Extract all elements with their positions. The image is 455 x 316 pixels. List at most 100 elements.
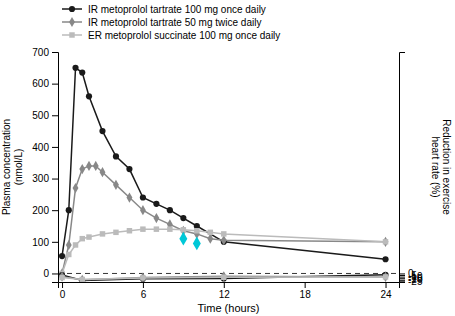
tick: 6 xyxy=(141,282,147,300)
tick-label: 18 xyxy=(300,289,312,300)
tick: 500 xyxy=(32,110,58,121)
tick: 200 xyxy=(32,205,58,216)
legend-swatch-marker xyxy=(69,6,75,12)
tick: 0 xyxy=(43,268,58,279)
axis-line xyxy=(52,53,59,283)
tick-mark xyxy=(52,242,58,243)
point xyxy=(79,164,85,174)
point xyxy=(66,207,72,213)
y2-axis: -25-20-15-10-50 xyxy=(399,53,423,288)
tick-mark xyxy=(52,273,58,274)
point xyxy=(140,272,146,282)
point xyxy=(73,183,79,193)
series xyxy=(59,161,388,279)
tick-mark xyxy=(62,282,63,288)
point xyxy=(153,201,159,207)
point xyxy=(221,275,226,280)
point xyxy=(140,194,146,200)
tick-mark xyxy=(143,282,144,288)
point xyxy=(208,230,213,235)
point xyxy=(207,234,213,244)
point xyxy=(383,237,389,247)
y2-axis-title: Reduction in exerciseheart rate (%) xyxy=(430,119,453,215)
point xyxy=(79,275,85,282)
divider-line xyxy=(58,273,399,274)
point xyxy=(140,205,146,215)
tick-label: 300 xyxy=(32,173,49,184)
tick-mark xyxy=(52,115,58,116)
point xyxy=(179,232,187,246)
tick-label: 0 xyxy=(408,268,414,279)
x-axis-title: Time (hours) xyxy=(198,302,260,314)
point xyxy=(181,227,186,232)
tick-mark xyxy=(52,147,58,148)
tick-mark xyxy=(399,278,405,279)
tick: 0 xyxy=(399,268,414,279)
point xyxy=(113,230,118,235)
point xyxy=(59,272,65,282)
point xyxy=(167,207,173,213)
point xyxy=(221,235,227,245)
tick-mark xyxy=(399,275,405,276)
tick: 12 xyxy=(219,282,231,300)
tick-mark xyxy=(224,282,225,288)
tick-mark xyxy=(52,210,58,211)
point xyxy=(383,239,388,244)
series xyxy=(59,226,388,276)
tick-label: 0 xyxy=(43,268,49,279)
legend-label: IR metoprolol tartrate 100 mg once daily xyxy=(88,4,266,15)
tick-mark xyxy=(52,52,58,53)
point xyxy=(100,167,106,177)
point xyxy=(167,226,172,231)
point xyxy=(79,277,85,282)
tick-label: 24 xyxy=(380,289,392,300)
y-axis: 0100200300400500600700 xyxy=(32,47,58,283)
point xyxy=(73,242,78,247)
legend-label: IR metoprolol tartrate 50 mg twice daily xyxy=(88,17,261,28)
point xyxy=(382,256,388,262)
legend-swatch-marker xyxy=(69,32,74,37)
tick: 100 xyxy=(32,237,58,248)
point xyxy=(66,252,71,257)
tick: 700 xyxy=(32,47,58,58)
point xyxy=(66,240,72,250)
tick-mark xyxy=(52,179,58,180)
legend-item: ER metoprolol succinate 100 mg once dail… xyxy=(62,30,280,41)
axis-line xyxy=(59,283,400,289)
series xyxy=(59,274,388,282)
series xyxy=(59,271,388,282)
point xyxy=(100,231,105,236)
tick-label: 200 xyxy=(32,205,49,216)
tick-label: 500 xyxy=(32,110,49,121)
legend-item: IR metoprolol tartrate 100 mg once daily xyxy=(62,4,266,15)
series xyxy=(179,232,200,251)
tick-label: 0 xyxy=(60,289,66,300)
point xyxy=(221,271,227,281)
legend-label: ER metoprolol succinate 100 mg once dail… xyxy=(88,30,280,41)
point xyxy=(59,275,64,280)
point xyxy=(194,228,199,233)
line xyxy=(62,275,385,281)
point xyxy=(193,237,201,251)
tick-mark xyxy=(399,277,405,278)
chart: 061218240100200300400500600700-25-20-15-… xyxy=(0,0,455,316)
plot: 061218240100200300400500600700-25-20-15-… xyxy=(1,47,452,314)
tick-label: 400 xyxy=(32,142,49,153)
axis-line xyxy=(400,53,406,283)
point xyxy=(153,213,159,223)
tick-label: 700 xyxy=(32,47,49,58)
point xyxy=(99,128,105,134)
y-axis-title: Plasma concentration(nmol/L) xyxy=(1,119,24,215)
x-axis: 0 6 12 18 24 xyxy=(59,282,400,300)
point xyxy=(140,275,145,280)
point xyxy=(383,272,389,282)
point xyxy=(80,236,85,241)
point xyxy=(86,161,92,171)
point xyxy=(113,153,119,159)
point xyxy=(79,69,85,75)
tick-label: 6 xyxy=(141,289,147,300)
tick-mark xyxy=(399,280,405,281)
legend-swatch-marker xyxy=(69,17,75,27)
point xyxy=(113,180,119,190)
point xyxy=(154,226,159,231)
